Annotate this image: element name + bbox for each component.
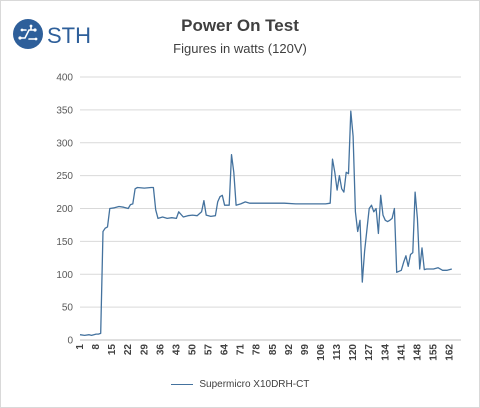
x-tick-label: 134	[380, 344, 391, 361]
x-tick-label: 22	[123, 344, 134, 356]
plot-area: 0 50 100 150 200 250 300 350 400 1 8 15 22 29 36 43 50 57…	[56, 73, 461, 361]
logo-text: STH	[47, 23, 91, 48]
x-tick-label: 15	[107, 344, 118, 356]
x-tick-label: 85	[268, 344, 279, 356]
chart-title: Power On Test	[181, 16, 299, 35]
x-tick-label: 155	[428, 344, 439, 361]
x-tick-label: 57	[204, 344, 215, 356]
chart-subtitle: Figures in watts (120V)	[173, 41, 307, 56]
x-tick-label: 36	[155, 344, 166, 356]
x-tick-label: 127	[364, 344, 375, 361]
x-tick-label: 162	[445, 344, 456, 361]
y-tick-label: 50	[62, 303, 74, 314]
x-tick-label: 106	[316, 344, 327, 361]
legend-label: Supermicro X10DRH-CT	[199, 379, 310, 390]
x-tick-label: 78	[252, 344, 263, 356]
x-tick-label: 29	[139, 344, 150, 356]
x-tick-label: 141	[396, 344, 407, 361]
y-tick-label: 200	[56, 204, 73, 215]
y-tick-label: 250	[56, 171, 73, 182]
legend: Supermicro X10DRH-CT	[1, 379, 479, 390]
y-tick-label: 300	[56, 138, 73, 149]
x-tick-label: 99	[300, 344, 311, 356]
x-tick-label: 92	[284, 344, 295, 356]
y-tick-label: 100	[56, 270, 73, 281]
x-tick-label: 71	[236, 344, 247, 356]
y-tick-label: 0	[67, 336, 73, 347]
series-line	[79, 110, 452, 337]
x-tick-label: 113	[332, 344, 343, 361]
x-tick-label: 43	[171, 344, 182, 356]
sth-logo: STH	[13, 19, 91, 49]
legend-line-swatch	[170, 383, 193, 385]
x-tick-label: 1	[75, 344, 86, 350]
x-tick-label: 120	[348, 344, 359, 361]
y-tick-label: 350	[56, 105, 73, 116]
x-tick-label: 8	[91, 344, 102, 350]
x-tick-label: 148	[412, 344, 423, 361]
y-tick-label: 150	[56, 237, 73, 248]
y-tick-label: 400	[56, 73, 73, 84]
x-tick-label: 64	[220, 344, 231, 356]
x-tick-label: 50	[187, 344, 198, 356]
